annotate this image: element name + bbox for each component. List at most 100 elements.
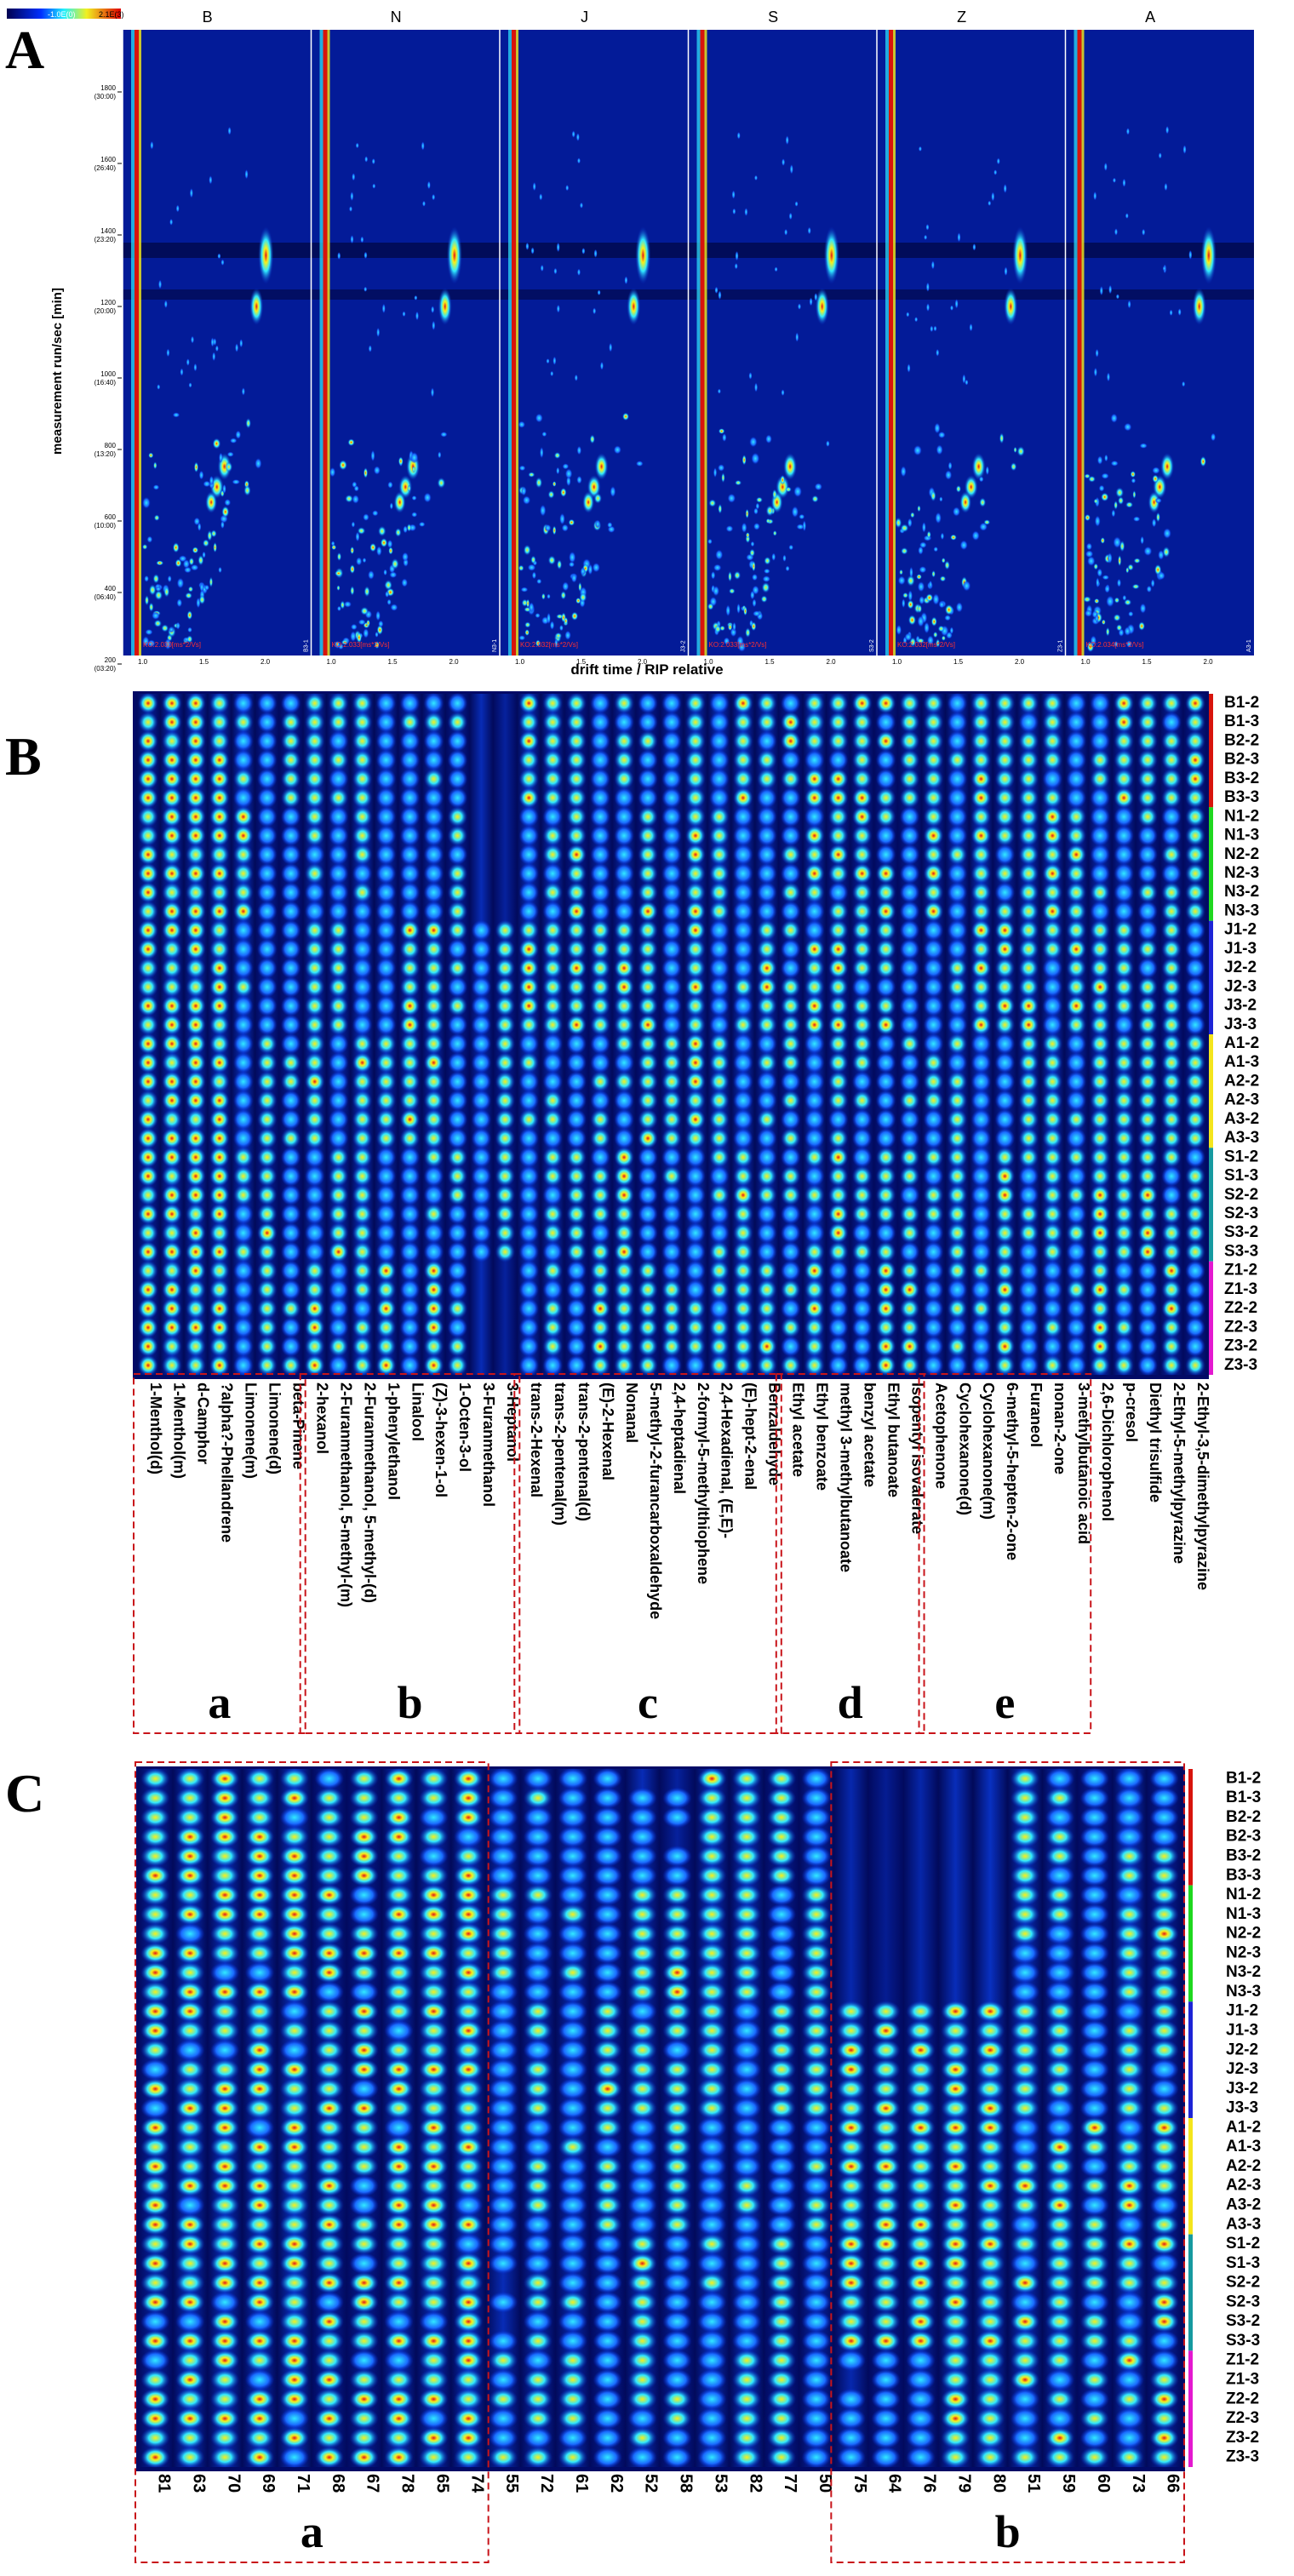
compound-signal: [375, 1298, 397, 1319]
compound-signal: [140, 2058, 170, 2081]
compound-signal: [454, 1903, 484, 1926]
compound-signal: [947, 862, 968, 884]
subplot-background: [500, 30, 689, 655]
compound-signal: [233, 1147, 254, 1168]
compound-signal: [328, 806, 349, 827]
x-tick-label: 2.0: [638, 658, 648, 666]
compound-signal: [827, 1203, 849, 1225]
signal-spot: [575, 133, 580, 142]
compound-signal: [175, 2427, 205, 2449]
compound-signal: [1149, 1961, 1179, 1984]
compound-signal: [138, 1279, 158, 1301]
compound-signal: [244, 2136, 275, 2158]
compound-signal: [947, 1354, 968, 1377]
compound-signal: [1114, 1923, 1144, 1945]
compound-signal: [685, 1090, 706, 1112]
signal-spot: [145, 628, 153, 636]
compound-signal: [781, 825, 801, 846]
compound-signal: [801, 1864, 832, 1886]
compound-signal: [871, 2116, 901, 2138]
compound-signal: [1079, 2039, 1109, 2061]
compound-signal: [447, 1147, 468, 1168]
compound-signal: [590, 919, 610, 942]
compound-signal: [947, 1052, 968, 1073]
signal-spot: [556, 304, 560, 313]
compound-signal: [1090, 1147, 1110, 1168]
compound-signal: [566, 712, 587, 733]
compound-signal: [661, 1071, 682, 1092]
compound-signal: [495, 1203, 516, 1225]
y-tick-value: 1400: [100, 227, 116, 235]
compound-signal: [257, 1354, 278, 1377]
compound-signal: [447, 1128, 468, 1149]
signal-spot: [1188, 249, 1193, 260]
signal-spot: [784, 228, 788, 236]
compound-signal: [1066, 976, 1086, 998]
compound-signal: [697, 2368, 727, 2391]
compound-signal: [1161, 1184, 1182, 1206]
compound-signal: [495, 1184, 516, 1206]
compound-signal: [836, 2116, 866, 2138]
compound-signal: [138, 1317, 158, 1338]
signal-spot: [971, 530, 980, 541]
compound-signal: [899, 1203, 920, 1225]
compound-signal: [662, 1923, 692, 1945]
compound-signal: [423, 1165, 444, 1187]
compound-signal: [976, 2001, 1005, 2023]
compound-signal: [970, 976, 992, 998]
compound-signal: [138, 1071, 158, 1092]
compound-signal: [558, 2098, 587, 2120]
compound-signal: [947, 806, 968, 827]
dark-band: [1065, 289, 1254, 300]
compound-signal: [801, 2098, 832, 2120]
compound-signal: [593, 2427, 622, 2449]
compound-signal: [349, 2001, 379, 2023]
compound-signal: [419, 2058, 449, 2081]
signal-spot: [387, 481, 393, 489]
compound-signal: [638, 1222, 658, 1244]
signal-spot: [175, 621, 180, 630]
compound-signal: [419, 2350, 449, 2372]
signal-spot: [343, 600, 352, 608]
signal-spot: [1100, 536, 1105, 544]
compound-signal: [186, 938, 206, 960]
signal-spot: [1125, 213, 1129, 220]
compound-signal: [375, 1014, 397, 1036]
compound-signal: [140, 1845, 170, 1868]
signal-spot: [930, 260, 935, 270]
compound-signal: [233, 825, 254, 846]
compound-signal: [941, 2291, 970, 2313]
compound-signal: [495, 1108, 516, 1131]
compound-signal: [875, 768, 896, 790]
compound-signal: [1185, 1260, 1205, 1282]
compound-signal: [558, 2388, 587, 2410]
compound-signal: [186, 976, 206, 998]
compound-signal: [375, 1108, 397, 1131]
compound-signal: [209, 768, 230, 790]
compound-signal: [186, 901, 206, 922]
compound-signal: [1114, 2116, 1144, 2138]
compound-signal: [661, 862, 682, 884]
compound-signal: [495, 958, 516, 979]
compound-signal: [1045, 1767, 1075, 1789]
compound-signal: [906, 2175, 936, 2197]
compound-signal: [781, 1241, 801, 1262]
compound-signal: [186, 919, 206, 942]
compound-signal: [661, 1147, 682, 1168]
signal-spot: [780, 474, 786, 485]
compound-signal: [994, 919, 1016, 942]
signal-spot: [550, 370, 554, 377]
signal-spot: [331, 544, 337, 551]
compound-signal: [233, 1090, 254, 1112]
compound-signal: [314, 1826, 344, 1848]
compound-signal: [423, 958, 444, 979]
compound-signal: [697, 1903, 727, 1926]
compound-signal: [162, 1147, 182, 1168]
signal-spot: [411, 512, 418, 518]
compound-label: 65: [432, 2474, 451, 2493]
compound-signal: [209, 1090, 230, 1112]
compound-signal: [709, 882, 730, 903]
signal-spot: [952, 507, 961, 517]
compound-signal: [233, 958, 254, 979]
